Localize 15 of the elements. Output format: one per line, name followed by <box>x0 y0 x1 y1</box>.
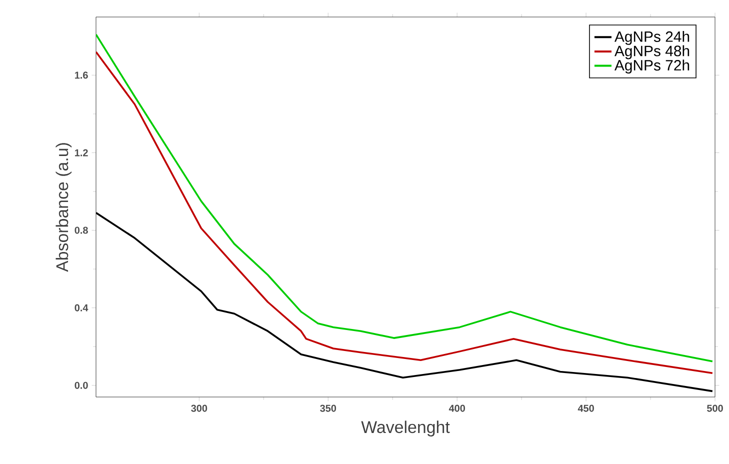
legend-label: AgNPs 72h <box>614 60 690 74</box>
y-tick-label: 0.8 <box>74 226 88 234</box>
x-tick-label: 300 <box>191 404 208 412</box>
y-tick-label: 1.6 <box>75 72 88 79</box>
x-tick-label: 450 <box>578 404 594 412</box>
y-tick-label: 1.2 <box>75 149 88 156</box>
x-axis-title: Wavelenght <box>361 420 450 436</box>
y-axis-title: Absorbance (a.u) <box>56 143 72 272</box>
x-tick-label: 500 <box>707 404 723 412</box>
y-tick-label: 0.0 <box>74 382 88 389</box>
y-tick-label: 0.4 <box>74 304 88 312</box>
x-tick-label: 350 <box>320 404 336 412</box>
x-tick-label: 400 <box>448 404 465 412</box>
legend-label: AgNPs 48h <box>614 45 690 60</box>
legend-label: AgNPs 24h <box>614 30 690 45</box>
